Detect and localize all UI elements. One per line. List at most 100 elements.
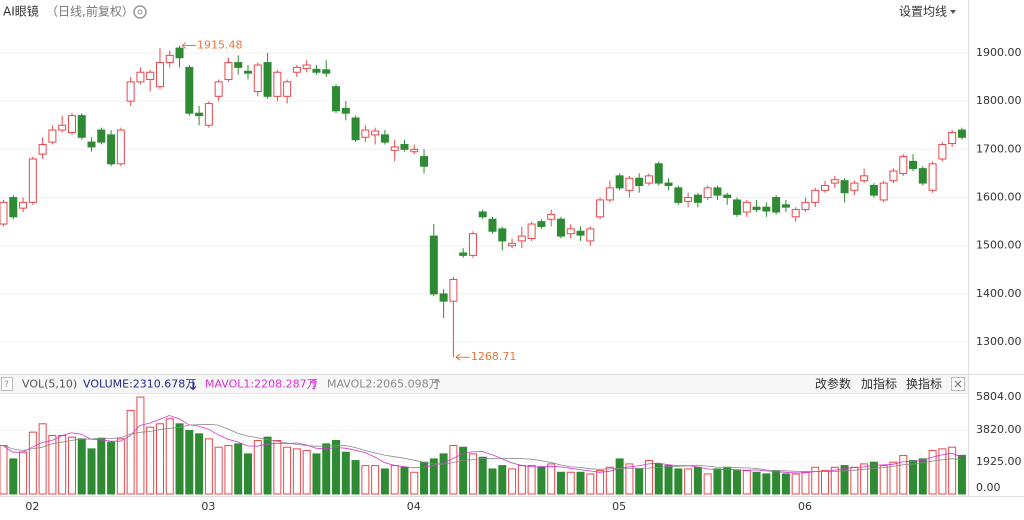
candle-body: [556, 218, 565, 237]
volume-bar: [204, 438, 213, 495]
volume-bar: [87, 448, 96, 495]
candle-body: [488, 218, 497, 232]
candle-body: [146, 71, 155, 80]
candle-body: [928, 163, 937, 191]
candle-body: [341, 107, 350, 114]
volume-bar: [556, 471, 565, 495]
volume-bar: [439, 453, 448, 495]
candle-body: [723, 194, 732, 199]
volume-bar: [390, 465, 399, 495]
candle-body: [420, 156, 429, 167]
candle-body: [605, 187, 614, 201]
volume-bar: [19, 451, 28, 495]
candle-body: [380, 134, 389, 143]
volume-bar: [928, 450, 937, 495]
volume-bar: [185, 429, 194, 495]
candle-body: [850, 182, 859, 191]
ma-button[interactable]: 设置均线: [899, 5, 947, 19]
candle-body: [77, 115, 86, 138]
candle-body: [918, 168, 927, 184]
candle-body: [0, 201, 8, 225]
volume-bar: [488, 468, 497, 495]
candle-body: [517, 235, 526, 242]
volume-bar: [136, 396, 145, 495]
candle-body: [869, 184, 878, 196]
candle-body: [879, 182, 888, 201]
annotation: 1268.71: [471, 350, 517, 363]
volume-bar: [0, 445, 8, 495]
settings-icon[interactable]: [133, 5, 147, 19]
trend-arrow: [310, 378, 318, 390]
candle-body: [302, 64, 311, 69]
candle-body: [801, 201, 810, 211]
help-icon[interactable]: ?: [4, 380, 9, 390]
candle-body: [400, 144, 409, 150]
y-tick-label: 1800.00: [976, 94, 1022, 107]
indicator-button[interactable]: 换指标: [906, 376, 942, 391]
candle-body: [459, 252, 468, 256]
candle-body: [537, 221, 546, 227]
volume-bar: [244, 453, 252, 495]
candle-body: [107, 134, 116, 165]
help-box[interactable]: [1, 377, 13, 391]
candle-body: [625, 177, 634, 191]
candle-body: [292, 66, 301, 73]
candle-body: [9, 197, 18, 218]
candle-body: [576, 230, 585, 236]
volume-bar: [772, 470, 781, 495]
candle-body: [204, 103, 213, 126]
candle-body: [322, 69, 331, 74]
candle-body: [635, 177, 644, 186]
candle-body: [67, 115, 76, 133]
x-tick-label: 02: [25, 500, 39, 513]
volume-bar: [762, 473, 771, 495]
volume-bar: [175, 423, 184, 495]
volume-bar: [684, 468, 693, 495]
candle-body: [185, 66, 194, 114]
candle-body: [586, 228, 595, 242]
dropdown-arrow[interactable]: [950, 10, 956, 14]
indicator-button[interactable]: 改参数: [815, 376, 851, 391]
volume-bar: [410, 471, 419, 495]
volume-bar: [527, 465, 536, 495]
volume-bar: [155, 423, 164, 495]
candle-body: [938, 144, 947, 160]
volume-bar: [67, 436, 76, 495]
candle-body: [195, 112, 204, 117]
volume-bar: [625, 463, 634, 495]
candle-body: [87, 141, 96, 148]
volume-bar: [107, 441, 116, 495]
legend-entry: VOLUME:2310.678万: [83, 378, 196, 391]
volume-bar: [116, 438, 125, 495]
candle-body: [478, 211, 487, 218]
y-tick-label: 1925.00: [976, 455, 1022, 468]
volume-bar: [58, 435, 67, 495]
volume-bar: [713, 468, 722, 495]
volume-bar: [361, 465, 370, 495]
volume-bar: [674, 468, 683, 495]
volume-bar: [860, 463, 869, 495]
volume-bar: [312, 453, 321, 495]
candle-body: [136, 71, 145, 83]
candle-body: [713, 187, 722, 196]
candle-body: [468, 233, 477, 256]
candle-body: [371, 130, 380, 136]
volume-bar: [459, 446, 468, 495]
y-tick-label: 1300.00: [976, 335, 1022, 348]
ma-line: [2, 423, 962, 472]
volume-bar: [781, 473, 790, 495]
close-button[interactable]: [951, 377, 965, 391]
volume-bar: [596, 470, 605, 495]
volume-bar: [742, 470, 751, 495]
candle-body: [214, 81, 223, 97]
candle-body: [644, 175, 653, 184]
candle-body: [361, 129, 370, 138]
volume-bar: [733, 470, 741, 495]
volume-bar: [322, 443, 331, 495]
volume-bar: [918, 458, 927, 495]
candle-body: [830, 179, 839, 184]
indicator-button[interactable]: 加指标: [861, 376, 897, 391]
volume-bar: [508, 468, 517, 495]
candle-body: [566, 228, 575, 235]
volume-bar: [889, 461, 898, 495]
